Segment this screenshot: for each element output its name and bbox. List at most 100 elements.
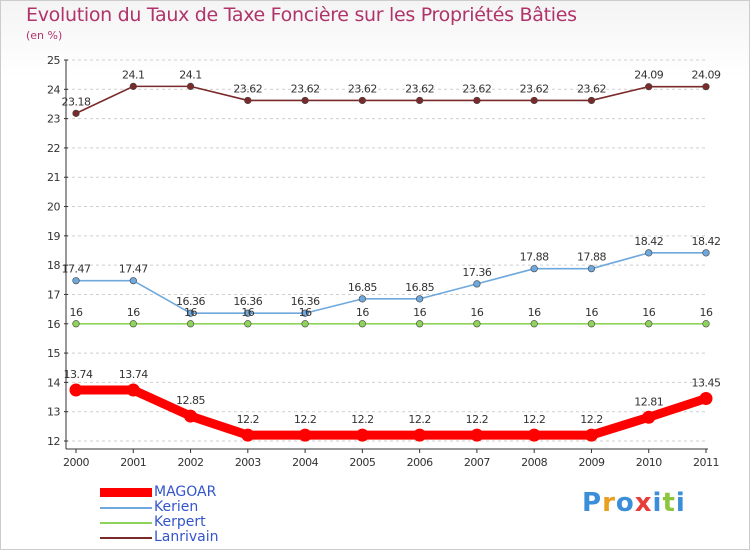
y-tick-label: 18 (47, 259, 60, 272)
data-point (645, 320, 653, 328)
data-label: 16 (127, 306, 140, 319)
data-point (244, 96, 252, 105)
legend-label: Kerpert (154, 514, 206, 530)
y-tick-label: 25 (47, 54, 60, 67)
data-point (702, 249, 710, 257)
data-label: 23.62 (577, 82, 606, 95)
x-tick-label: 2008 (521, 456, 547, 469)
data-label: 12.2 (294, 413, 317, 426)
legend-item-magoar: MAGOAR (100, 485, 219, 500)
legend-item-lanrivain: Lanrivain (100, 530, 219, 545)
data-point (358, 320, 366, 328)
y-tick-label: 23 (47, 113, 60, 126)
data-label: 16.85 (348, 281, 377, 294)
x-tick-label: 2002 (178, 456, 204, 469)
x-tick-label: 2003 (235, 456, 261, 469)
data-label: 13.45 (692, 377, 721, 390)
data-point (355, 428, 369, 442)
data-point (527, 428, 541, 442)
proxiti-logo: Proxiti (582, 488, 686, 518)
x-tick-label: 2009 (578, 456, 604, 469)
data-point (129, 82, 137, 90)
data-label: 23.62 (520, 82, 549, 95)
data-point (702, 320, 710, 328)
y-tick-label: 13 (47, 406, 60, 419)
data-label: 18.42 (634, 235, 663, 248)
y-tick-label: 16 (47, 318, 60, 331)
data-label: 16 (413, 306, 426, 319)
data-point (587, 265, 596, 273)
data-label: 24.1 (122, 68, 145, 81)
legend-swatch (100, 488, 152, 497)
data-label: 12.2 (351, 413, 374, 426)
data-point (530, 96, 538, 105)
data-label: 12.81 (634, 395, 663, 408)
data-label: 23.62 (348, 82, 377, 95)
data-point (416, 295, 424, 303)
data-point (126, 383, 140, 397)
data-point (473, 320, 481, 328)
unit-label: (en %) (26, 29, 63, 42)
x-tick-label: 2005 (349, 456, 375, 469)
data-point (186, 82, 195, 90)
data-label: 24.1 (179, 68, 202, 81)
data-label: 23.62 (233, 82, 262, 95)
data-label: 16 (528, 306, 541, 319)
data-point (129, 320, 137, 328)
data-point (301, 96, 309, 105)
x-tick-label: 2011 (693, 456, 719, 469)
data-point (530, 320, 538, 328)
data-label: 16.36 (176, 295, 205, 308)
data-point (587, 320, 596, 328)
y-tick-label: 15 (47, 347, 60, 360)
data-point (358, 96, 366, 105)
data-point (702, 83, 710, 91)
data-point (129, 277, 137, 285)
data-label: 12.85 (176, 394, 205, 407)
data-label: 16.36 (291, 295, 320, 308)
data-point (645, 249, 653, 257)
y-tick-label: 19 (47, 230, 60, 243)
data-point (241, 428, 255, 442)
data-point (473, 96, 481, 105)
data-point (69, 383, 83, 397)
data-label: 16 (470, 306, 483, 319)
data-point (358, 295, 366, 303)
data-label: 13.74 (64, 368, 93, 381)
data-point (186, 309, 195, 317)
data-label: 16.85 (405, 281, 434, 294)
data-label: 12.2 (580, 413, 603, 426)
data-point (642, 410, 656, 424)
data-point (298, 428, 312, 442)
data-label: 16 (642, 306, 655, 319)
data-point (587, 96, 596, 105)
data-label: 12.2 (408, 413, 431, 426)
series-line-kerien (75, 252, 707, 315)
data-point (72, 277, 80, 285)
y-tick-label: 20 (47, 201, 60, 214)
data-label: 16 (356, 306, 369, 319)
data-label: 16 (700, 306, 713, 319)
data-point (301, 309, 309, 317)
x-tick-label: 2006 (407, 456, 433, 469)
series-line-magoar (71, 385, 711, 440)
y-tick-label: 14 (47, 376, 60, 389)
data-label: 13.74 (119, 368, 148, 381)
legend: MAGOAR Kerien Kerpert Lanrivain (100, 485, 219, 545)
data-label: 23.18 (62, 95, 91, 108)
data-point (470, 428, 484, 442)
data-label: 24.09 (634, 69, 663, 82)
data-label: 16 (70, 306, 83, 319)
x-tick-label: 2001 (120, 456, 146, 469)
data-label: 16 (585, 306, 598, 319)
data-point (416, 96, 424, 105)
data-label: 17.88 (520, 251, 549, 264)
data-point (301, 320, 309, 328)
data-label: 16 (241, 306, 254, 319)
data-label: 17.47 (119, 263, 148, 276)
x-tick-label: 2000 (63, 456, 89, 469)
y-tick-label: 12 (47, 435, 60, 448)
legend-label: Kerien (154, 499, 199, 515)
data-point (244, 309, 252, 317)
